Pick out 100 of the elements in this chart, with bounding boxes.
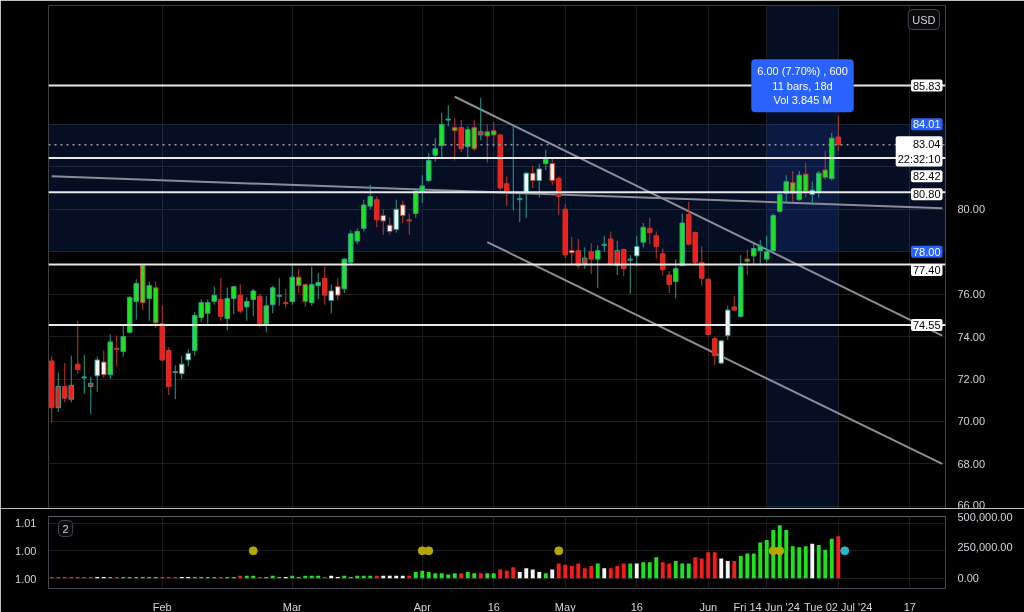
y2-tick-label: 250,000.00 <box>957 541 1013 554</box>
y2-tick-label: 500,000.00 <box>957 510 1013 523</box>
candlestick <box>627 254 634 295</box>
bar <box>459 573 464 579</box>
bar <box>426 572 431 579</box>
bar <box>485 573 490 579</box>
candlestick <box>666 270 673 294</box>
x-tick-label: May <box>554 600 577 612</box>
candlestick <box>113 335 120 367</box>
bar <box>576 563 581 579</box>
candlestick <box>445 104 452 127</box>
candlestick <box>237 284 244 314</box>
bar <box>751 553 756 579</box>
candlestick <box>646 217 653 245</box>
bar <box>569 565 574 579</box>
bar <box>537 572 542 579</box>
bar <box>686 563 691 579</box>
candlestick <box>835 115 842 152</box>
bar <box>647 562 652 579</box>
bar <box>797 547 802 579</box>
bar <box>732 560 737 579</box>
bar <box>634 563 639 579</box>
candlestick <box>120 324 127 358</box>
bar <box>823 549 828 579</box>
x-tick-label: 17 <box>903 600 916 612</box>
candlestick <box>250 288 257 317</box>
bar <box>608 568 613 579</box>
bar <box>784 530 789 579</box>
bar <box>706 552 711 579</box>
candlestick <box>87 376 94 415</box>
ref-line-label: 80.80 <box>912 188 941 201</box>
bar <box>693 557 698 579</box>
bar <box>764 539 769 579</box>
bar <box>836 536 841 579</box>
y-tick-label: 1.01 <box>15 517 37 530</box>
bar <box>465 572 470 579</box>
candlestick <box>659 248 666 276</box>
candlestick <box>282 288 289 309</box>
candlestick <box>744 249 751 276</box>
bar <box>498 569 503 579</box>
bar <box>790 546 795 579</box>
y-tick-label: 1.00 <box>15 572 37 585</box>
candlestick <box>406 212 413 236</box>
candlestick <box>425 152 432 183</box>
bar <box>556 563 561 579</box>
bar <box>530 569 535 579</box>
bar <box>413 572 418 579</box>
bar <box>595 563 600 579</box>
bar <box>589 565 594 579</box>
bar <box>621 563 626 579</box>
x-tick-label: Fri 14 Jun '24 <box>733 600 800 612</box>
candlestick <box>211 286 218 306</box>
bar <box>816 544 821 579</box>
annotation: 2 <box>62 522 69 535</box>
bar <box>725 560 730 579</box>
x-tick-label: Jun <box>699 600 718 612</box>
bar <box>563 564 568 579</box>
bar <box>524 568 529 579</box>
bar <box>667 563 672 579</box>
bar <box>550 569 555 579</box>
ref-line-label: 74.55 <box>912 318 941 331</box>
candlestick <box>81 354 88 395</box>
candlestick <box>321 266 328 306</box>
candlestick <box>653 231 660 260</box>
bar <box>660 562 665 579</box>
candlestick <box>432 137 439 162</box>
y-tick-label: 76.00 <box>957 288 986 301</box>
bar <box>829 538 834 579</box>
candlestick <box>594 244 601 289</box>
candlestick <box>217 277 224 322</box>
x-tick-label: Tue 02 Jul '24 <box>804 600 873 612</box>
x-tick-label: Mar <box>282 600 303 612</box>
candlestick <box>412 187 419 219</box>
bar <box>517 572 522 579</box>
y-tick-label: 80.00 <box>957 203 986 216</box>
ref-line-label: 85.83 <box>912 79 941 92</box>
y-tick-label: 1.00 <box>15 544 37 557</box>
bar <box>803 546 808 579</box>
bar <box>673 560 678 579</box>
bar <box>758 542 763 579</box>
bar <box>543 573 548 579</box>
bar <box>810 543 815 579</box>
ref-line-label: 77.40 <box>912 263 941 276</box>
candlestick <box>263 295 270 333</box>
x-tick-label: 16 <box>630 600 643 612</box>
bar <box>602 568 607 579</box>
bar <box>745 553 750 579</box>
y-tick-label: 74.00 <box>957 330 986 343</box>
candlestick <box>438 112 445 158</box>
bar <box>654 557 659 579</box>
x-tick-label: Feb <box>152 600 172 612</box>
bar <box>452 573 457 579</box>
candlestick <box>672 258 679 299</box>
annotation: 78.00 <box>912 245 941 258</box>
bar <box>478 573 483 579</box>
bar <box>738 556 743 579</box>
bar <box>628 563 633 579</box>
bar <box>491 573 496 579</box>
candlestick <box>711 336 718 366</box>
y-tick-label: 68.00 <box>957 457 986 470</box>
